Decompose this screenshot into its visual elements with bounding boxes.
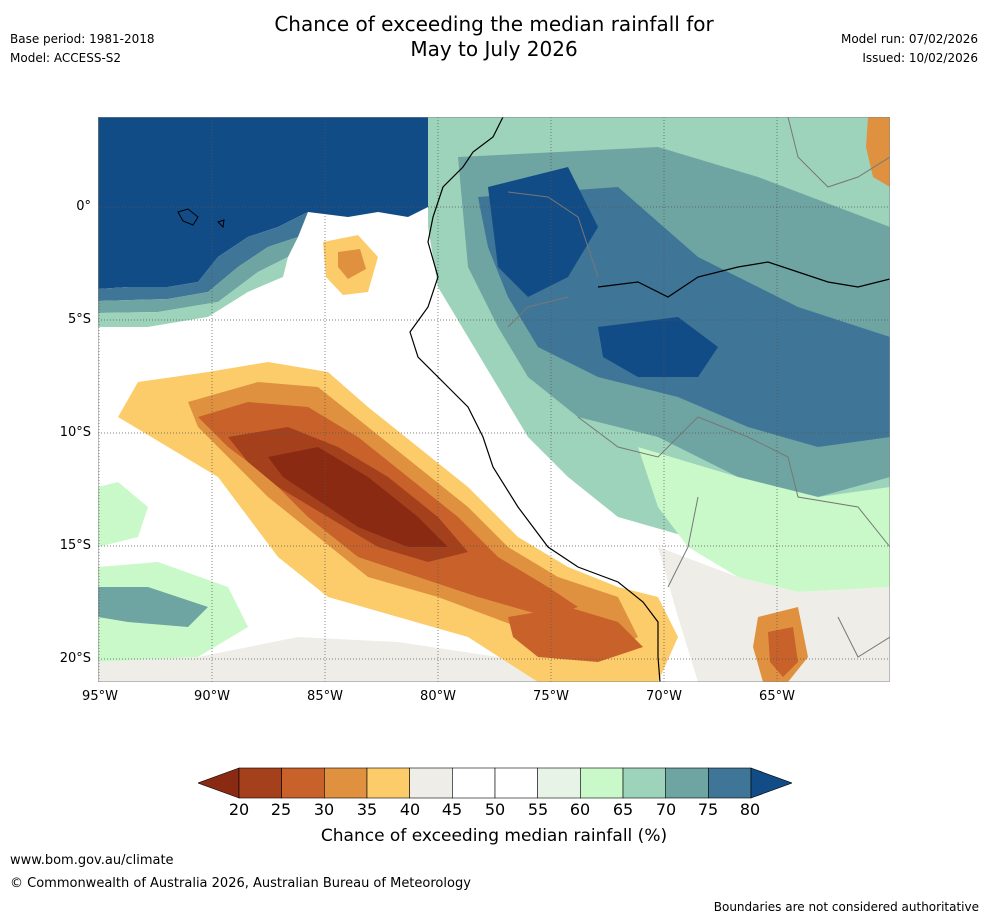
- region-grey-sw: [98, 637, 578, 682]
- model-label: Model: ACCESS-S2: [10, 51, 122, 65]
- region-below-35-northeast: [866, 117, 890, 187]
- legend-cell: [665, 767, 709, 799]
- legend-tick-20: 20: [228, 800, 250, 819]
- legend-tick-80: 80: [739, 800, 761, 819]
- legend-cell: [281, 767, 325, 799]
- legend-tick-45: 45: [441, 800, 463, 819]
- legend-cell: [238, 767, 282, 799]
- legend-cell: [580, 767, 624, 799]
- region-lightgreen-se: [638, 447, 890, 592]
- legend-cell: [622, 767, 666, 799]
- legend-cell: [409, 767, 453, 799]
- legend-tick-75: 75: [697, 800, 719, 819]
- issued-label: Issued: 10/02/2026: [862, 51, 978, 65]
- legend-tick-50: 50: [484, 800, 506, 819]
- region-blue-mid-north: [98, 212, 308, 301]
- lat-label-5s: 5°S: [67, 312, 91, 327]
- region-teal-sw: [98, 587, 208, 627]
- coastline-north: [597, 261, 890, 298]
- region-below-20: [268, 447, 448, 547]
- legend-cell: [708, 767, 752, 799]
- legend-tick-25: 25: [270, 800, 292, 819]
- islands: [177, 208, 225, 229]
- lat-label-15s: 15°S: [59, 538, 91, 553]
- lat-label-10s: 10°S: [59, 425, 91, 440]
- coastline: [409, 117, 661, 682]
- lon-label-75w: 75°W: [533, 689, 569, 704]
- legend-cell: [366, 767, 410, 799]
- lat-label-0: 0°: [76, 199, 91, 214]
- legend-arrow-low: [198, 767, 240, 799]
- legend-cell: [452, 767, 496, 799]
- model-run-label: Model run: 07/02/2026: [840, 32, 978, 46]
- region-lightgreen-west: [98, 482, 148, 547]
- legend-colorbar: [198, 767, 792, 799]
- country-borders: [507, 117, 890, 658]
- legend-arrow-high: [750, 767, 792, 799]
- disclaimer-text: Boundaries are not considered authoritat…: [713, 900, 979, 914]
- legend-cell: [494, 767, 538, 799]
- legend-tick-55: 55: [527, 800, 549, 819]
- region-high-chance-north: [98, 117, 503, 289]
- lon-label-95w: 95°W: [82, 689, 118, 704]
- legend-tick-30: 30: [313, 800, 335, 819]
- legend-tick-60: 60: [569, 800, 591, 819]
- legend-cell: [324, 767, 368, 799]
- lon-label-65w: 65°W: [759, 689, 795, 704]
- region-below-30-south: [508, 607, 643, 662]
- legend-tick-65: 65: [612, 800, 634, 819]
- legend-cell: [537, 767, 581, 799]
- title-line-1: Chance of exceeding the median rainfall …: [274, 12, 714, 36]
- page-title: Chance of exceeding the median rainfall …: [0, 12, 988, 62]
- legend-tick-35: 35: [356, 800, 378, 819]
- lon-label-90w: 90°W: [194, 689, 230, 704]
- lon-label-80w: 80°W: [420, 689, 456, 704]
- legend-tick-70: 70: [655, 800, 677, 819]
- legend-title: Chance of exceeding median rainfall (%): [320, 826, 668, 846]
- lon-label-85w: 85°W: [307, 689, 343, 704]
- rainfall-map: [98, 117, 890, 682]
- region-deep-blue-amazon: [598, 317, 718, 377]
- map-frame: [98, 117, 890, 682]
- graticule: [98, 117, 890, 682]
- title-line-2: May to July 2026: [410, 37, 578, 61]
- base-period-label: Base period: 1981-2018: [10, 32, 155, 46]
- copyright-text: © Commonwealth of Australia 2026, Austra…: [10, 876, 471, 891]
- region-below-30-southeast: [768, 627, 798, 677]
- website-link[interactable]: www.bom.gov.au/climate: [10, 853, 174, 868]
- region-below-30-offshore: [338, 249, 366, 279]
- region-teal-north: [98, 237, 298, 313]
- legend-tick-40: 40: [399, 800, 421, 819]
- lon-label-70w: 70°W: [646, 689, 682, 704]
- lat-label-20s: 20°S: [59, 651, 91, 666]
- region-deep-blue-east: [488, 167, 598, 297]
